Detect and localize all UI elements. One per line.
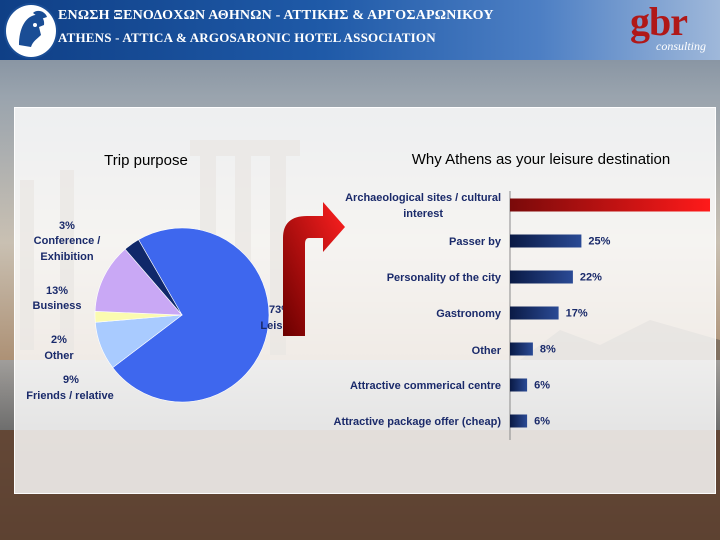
pie-slice-conference-exhibition [124, 239, 183, 316]
bar-personality-city [510, 270, 573, 284]
bar-passer-by [510, 234, 582, 248]
pie-slices [94, 227, 270, 403]
bar-other [510, 342, 533, 356]
bar-category-label-other: Other [472, 345, 502, 357]
curved-arrow-icon [283, 202, 345, 336]
pie-label-other-name: Other [44, 350, 74, 362]
header-banner: ΕΝΩΣΗ ΞΕΝΟΔΟΧΩΝ ΑΘΗΝΩΝ - ΑΤΤΙΚΗΣ & ΑΡΓΟΣ… [0, 0, 720, 60]
bar-value-label-other: 8% [540, 344, 556, 356]
consultant-logo: gbr consulting [628, 0, 718, 56]
bar-category-label-personality-city: Personality of the city [387, 272, 502, 284]
pie-label-friends-name: Friends / relative [26, 390, 113, 402]
bar-value-label-package-offer: 6% [534, 416, 550, 428]
bar-category-label-commercial-centre: Attractive commerical centre [350, 380, 501, 392]
bar-gastronomy [510, 306, 559, 320]
bar-value-label-gastronomy: 17% [566, 308, 588, 320]
consultant-logo-subtext: consulting [656, 39, 706, 53]
association-name-greek: ΕΝΩΣΗ ΞΕΝΟΔΟΧΩΝ ΑΘΗΝΩΝ - ΑΤΤΙΚΗΣ & ΑΡΓΟΣ… [58, 8, 494, 23]
helmet-emblem-icon [19, 10, 47, 47]
charts-canvas: Trip purpose Why Athens as your leisure … [26, 151, 710, 440]
bar-chart-title: Why Athens as your leisure destination [412, 151, 670, 168]
bar-category-label-gastronomy: Gastronomy [436, 308, 502, 320]
bar-value-label-personality-city: 22% [580, 272, 602, 284]
pie-label-conference-line1: Conference / [34, 235, 101, 247]
content-panel: Trip purpose Why Athens as your leisure … [14, 107, 716, 494]
bar-category-label-archaeological-sites: Archaeological sites / cultural interest [345, 192, 501, 220]
pie-slice-leisure [112, 227, 270, 403]
bar-value-label-passer-by: 25% [588, 236, 610, 248]
bar-category-label-passer-by: Passer by [449, 236, 502, 248]
pie-chart-title: Trip purpose [104, 152, 188, 169]
pie-label-business-name: Business [33, 300, 82, 312]
association-name-english: ATHENS - ATTICA & ARGOSARONIC HOTEL ASSO… [58, 30, 436, 45]
bar-commercial-centre [510, 378, 528, 392]
bar-value-label-commercial-centre: 6% [534, 380, 550, 392]
pie-label-conference-line2: Exhibition [40, 251, 93, 263]
bar-package-offer [510, 414, 528, 428]
pie-slice-business [94, 248, 183, 316]
bar-group: 70%Archaeological sites / culturalintere… [334, 192, 710, 428]
pie-label-business-pct: 13% [46, 285, 68, 297]
pie-label-conference-pct: 3% [59, 220, 75, 232]
pie-label-other-pct: 2% [51, 334, 67, 346]
bar-archaeological-sites [510, 198, 710, 212]
consultant-logo-text: gbr [630, 0, 688, 44]
bar-category-label-package-offer: Attractive package offer (cheap) [334, 416, 502, 428]
association-logo [4, 3, 58, 59]
pie-label-friends-pct: 9% [63, 374, 79, 386]
